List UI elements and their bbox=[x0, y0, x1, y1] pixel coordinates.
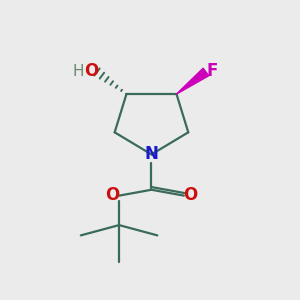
Text: N: N bbox=[145, 146, 158, 164]
Text: H: H bbox=[73, 64, 85, 79]
Polygon shape bbox=[176, 68, 209, 94]
Text: F: F bbox=[207, 62, 218, 80]
Text: O: O bbox=[106, 186, 120, 204]
Text: O: O bbox=[85, 62, 99, 80]
Text: O: O bbox=[183, 186, 197, 204]
